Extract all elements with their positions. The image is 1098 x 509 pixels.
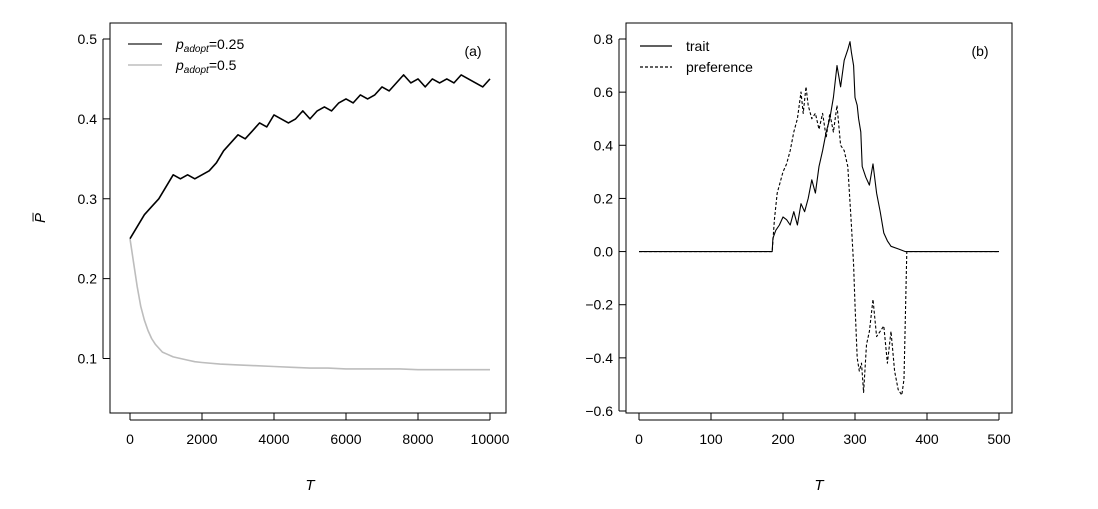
y-axis-title-a: P̅ [32,212,49,223]
plot-frame-a [109,22,507,414]
legend-label-a-1-value: =0.5 [209,57,237,73]
x-axis-a: 0 2000 4000 6000 8000 10000 [126,413,510,447]
x-tick-label-b-2: 200 [771,431,795,447]
legend-label-a-0-sub: adopt [184,44,210,55]
legend-label-a-1-sub: adopt [184,65,210,76]
y-tick-label-a-3: 0.4 [78,111,98,127]
y-tick-label-b-1: −0.4 [585,350,613,366]
x-axis-title-a: T [305,477,316,494]
x-tick-label-b-1: 100 [699,431,723,447]
x-tick-label-a-3: 6000 [330,431,361,447]
y-tick-label-a-4: 0.5 [78,31,98,47]
x-tick-label-b-4: 400 [915,431,939,447]
legend-label-b-1: preference [686,59,753,75]
legend-label-a-0-main: p [175,36,184,52]
y-tick-label-b-7: 0.8 [594,31,614,47]
y-tick-label-b-3: 0.0 [594,244,614,260]
chart-panel-b: 0 100 200 300 400 500 −0.6 −0.4 −0.2 0.0 0.2 0.4 0.… [585,22,1013,494]
legend-b: trait preference [640,38,753,75]
x-tick-label-b-5: 500 [987,431,1011,447]
y-tick-label-b-6: 0.6 [594,84,614,100]
panel-label-b: (b) [971,43,988,59]
y-tick-label-a-0: 0.1 [78,351,98,367]
chart-panel-a: 0 2000 4000 6000 8000 10000 0.1 0.2 0.3 0.4 0.5 T… [32,22,510,494]
legend-label-b-0: trait [686,38,709,54]
y-tick-label-a-2: 0.3 [78,191,98,207]
series-line-b-0 [639,41,999,253]
legend-a: padopt=0.25 padopt=0.5 [128,36,244,76]
y-tick-label-b-0: −0.6 [585,403,613,419]
y-axis-a: 0.1 0.2 0.3 0.4 0.5 [78,31,110,367]
series-line-a-0 [129,74,491,240]
x-tick-label-a-5: 10000 [471,431,510,447]
y-tick-label-b-4: 0.2 [594,190,614,206]
y-axis-b: −0.6 −0.4 −0.2 0.0 0.2 0.4 0.6 0.8 [585,31,626,419]
legend-label-a-1: padopt=0.5 [175,57,237,76]
legend-label-a-1-main: p [175,57,184,73]
legend-label-a-0: padopt=0.25 [175,36,244,55]
x-tick-label-a-1: 2000 [186,431,217,447]
x-tick-label-a-0: 0 [126,431,134,447]
x-axis-title-b: T [814,477,825,494]
y-tick-label-b-5: 0.4 [594,137,614,153]
series-group-a [129,74,491,371]
x-tick-label-b-3: 300 [843,431,867,447]
series-line-b-1 [639,86,999,396]
x-tick-label-b-0: 0 [635,431,643,447]
series-line-a-1 [129,238,490,371]
x-tick-label-a-2: 4000 [258,431,289,447]
series-group-b [639,41,999,396]
x-tick-label-a-4: 8000 [402,431,433,447]
y-tick-label-a-1: 0.2 [78,271,98,287]
y-tick-label-b-2: −0.2 [585,297,613,313]
panel-label-a: (a) [464,43,481,59]
x-axis-b: 0 100 200 300 400 500 [635,413,1011,447]
legend-label-a-0-value: =0.25 [209,36,245,52]
plot-frame-b [625,22,1013,414]
